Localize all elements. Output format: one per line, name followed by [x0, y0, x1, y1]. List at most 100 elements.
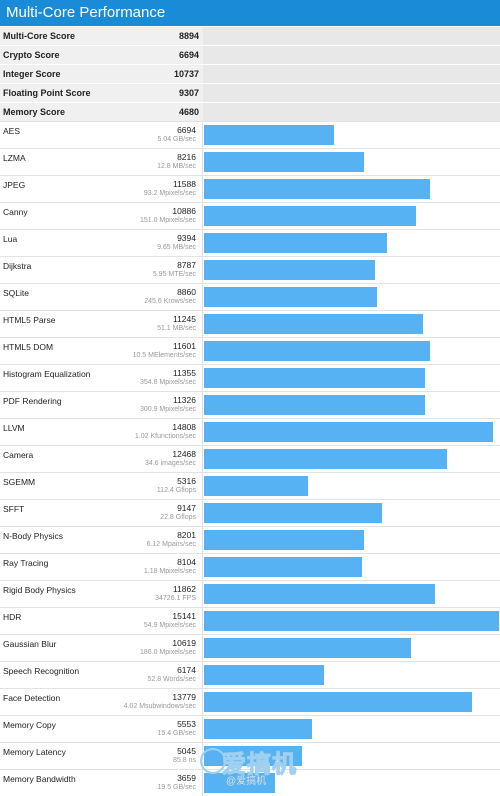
benchmark-list: AES 6694 5.04 GB/sec LZMA 8216 12.8 MB/sec JPE… [0, 121, 500, 796]
benchmark-row: Memory Bandwidth 3659 19.5 GB/sec [0, 769, 500, 796]
benchmark-detail: 19.5 GB/sec [157, 784, 196, 791]
benchmark-score: 8216 [177, 152, 196, 162]
benchmark-bar [204, 449, 447, 469]
summary-label: Integer Score [3, 69, 61, 79]
summary-value: 8894 [178, 31, 199, 41]
benchmark-detail: 34.6 images/sec [145, 460, 196, 467]
benchmark-bar-track [202, 230, 500, 256]
benchmark-score: 5316 [177, 476, 196, 486]
benchmark-bar [204, 692, 472, 712]
benchmark-bar [204, 314, 423, 334]
summary-filler [203, 103, 500, 121]
benchmark-name: Rigid Body Physics [3, 585, 76, 595]
benchmark-row: LLVM 14808 1.02 Kfunctions/sec [0, 418, 500, 445]
benchmark-row: Ray Tracing 8104 1.18 Mpixels/sec [0, 553, 500, 580]
benchmark-name: Histogram Equalization [3, 369, 91, 379]
benchmark-name: JPEG [3, 180, 26, 190]
benchmark-name: Ray Tracing [3, 558, 49, 568]
summary-value: 10737 [173, 69, 199, 79]
benchmark-detail: 1.02 Kfunctions/sec [134, 433, 196, 440]
benchmark-detail: 22.8 Gflops [160, 514, 196, 521]
benchmark-bar-track [202, 662, 500, 688]
benchmark-score: 15141 [172, 611, 196, 621]
summary-value: 9307 [178, 88, 199, 98]
summary-label: Crypto Score [3, 50, 60, 60]
summary-filler [203, 27, 500, 45]
benchmark-row: Histogram Equalization 11355 354.8 Mpixels… [0, 364, 500, 391]
benchmark-name: Memory Copy [3, 720, 56, 730]
benchmark-name: SFFT [3, 504, 25, 514]
benchmark-score: 5045 [177, 746, 196, 756]
benchmark-bar [204, 422, 493, 442]
benchmark-score: 11588 [172, 179, 196, 189]
benchmark-name: Camera [3, 450, 34, 460]
benchmark-detail: 5.95 MTE/sec [152, 271, 196, 278]
benchmark-name: Dijkstra [3, 261, 32, 271]
benchmark-detail: 85.8 ns [173, 757, 196, 764]
benchmark-score: 11245 [172, 314, 196, 324]
benchmark-score: 5553 [177, 719, 196, 729]
benchmark-name: SQLite [3, 288, 29, 298]
benchmark-score: 3659 [177, 773, 196, 783]
benchmark-detail: 52.8 Words/sec [147, 676, 196, 683]
benchmark-detail: 10.5 MElements/sec [132, 352, 196, 359]
benchmark-bar [204, 665, 324, 685]
benchmark-bar-track [202, 311, 500, 337]
benchmark-bar-track [202, 743, 500, 769]
benchmark-bar [204, 557, 362, 577]
benchmark-row: Lua 9394 9.65 MB/sec [0, 229, 500, 256]
benchmark-score: 11862 [172, 584, 196, 594]
benchmark-detail: 12.8 MB/sec [157, 163, 196, 170]
summary-filler [203, 46, 500, 64]
summary-filler [203, 65, 500, 83]
benchmark-row: N-Body Physics 8201 6.12 Mpairs/sec [0, 526, 500, 553]
benchmark-name: Face Detection [3, 693, 61, 703]
benchmark-score: 8860 [177, 287, 196, 297]
benchmark-detail: 245.6 Krows/sec [144, 298, 196, 305]
benchmark-name: Memory Bandwidth [3, 774, 76, 784]
benchmark-bar [204, 611, 499, 631]
benchmark-bar-track [202, 149, 500, 175]
benchmark-bar-track [202, 689, 500, 715]
benchmark-row: Face Detection 13779 4.02 Msubwindows/sec [0, 688, 500, 715]
benchmark-score: 8201 [177, 530, 196, 540]
benchmark-name: Canny [3, 207, 28, 217]
summary-row: Floating Point Score 9307 [0, 83, 500, 102]
benchmark-row: LZMA 8216 12.8 MB/sec [0, 148, 500, 175]
benchmark-bar [204, 530, 364, 550]
benchmark-score: 11601 [172, 341, 196, 351]
benchmark-bar-track [202, 554, 500, 580]
benchmark-detail: 51.1 MB/sec [157, 325, 196, 332]
benchmark-detail: 93.2 Mpixels/sec [143, 190, 196, 197]
benchmark-bar-track [202, 716, 500, 742]
page-title: Multi-Core Performance [0, 0, 500, 26]
benchmark-name: HTML5 Parse [3, 315, 56, 325]
benchmark-bar [204, 503, 382, 523]
benchmark-bar [204, 341, 430, 361]
benchmark-name: HTML5 DOM [3, 342, 54, 352]
benchmark-bar [204, 152, 364, 172]
benchmark-row: JPEG 11588 93.2 Mpixels/sec [0, 175, 500, 202]
benchmark-bar [204, 746, 302, 766]
benchmark-row: HTML5 Parse 11245 51.1 MB/sec [0, 310, 500, 337]
benchmark-bar-track [202, 446, 500, 472]
benchmark-detail: 34726.1 FPS [155, 595, 196, 602]
benchmark-row: HDR 15141 54.9 Mpixels/sec [0, 607, 500, 634]
summary-row: Memory Score 4680 [0, 102, 500, 121]
benchmark-detail: 1.18 Mpixels/sec [143, 568, 196, 575]
benchmark-bar-track [202, 122, 500, 148]
benchmark-detail: 300.9 Mpixels/sec [139, 406, 196, 413]
benchmark-score: 13779 [172, 692, 196, 702]
benchmark-bar-track [202, 338, 500, 364]
benchmark-name: LLVM [3, 423, 25, 433]
benchmark-bar [204, 233, 387, 253]
benchmark-score: 9147 [177, 503, 196, 513]
benchmark-bar-track [202, 770, 500, 796]
benchmark-bar [204, 773, 275, 793]
benchmark-bar-track [202, 257, 500, 283]
benchmark-row: Speech Recognition 6174 52.8 Words/sec [0, 661, 500, 688]
summary-scores: Multi-Core Score 8894 Crypto Score 6694 Inte… [0, 26, 500, 121]
benchmark-name: SGEMM [3, 477, 36, 487]
benchmark-bar-track [202, 500, 500, 526]
benchmark-bar-track [202, 581, 500, 607]
